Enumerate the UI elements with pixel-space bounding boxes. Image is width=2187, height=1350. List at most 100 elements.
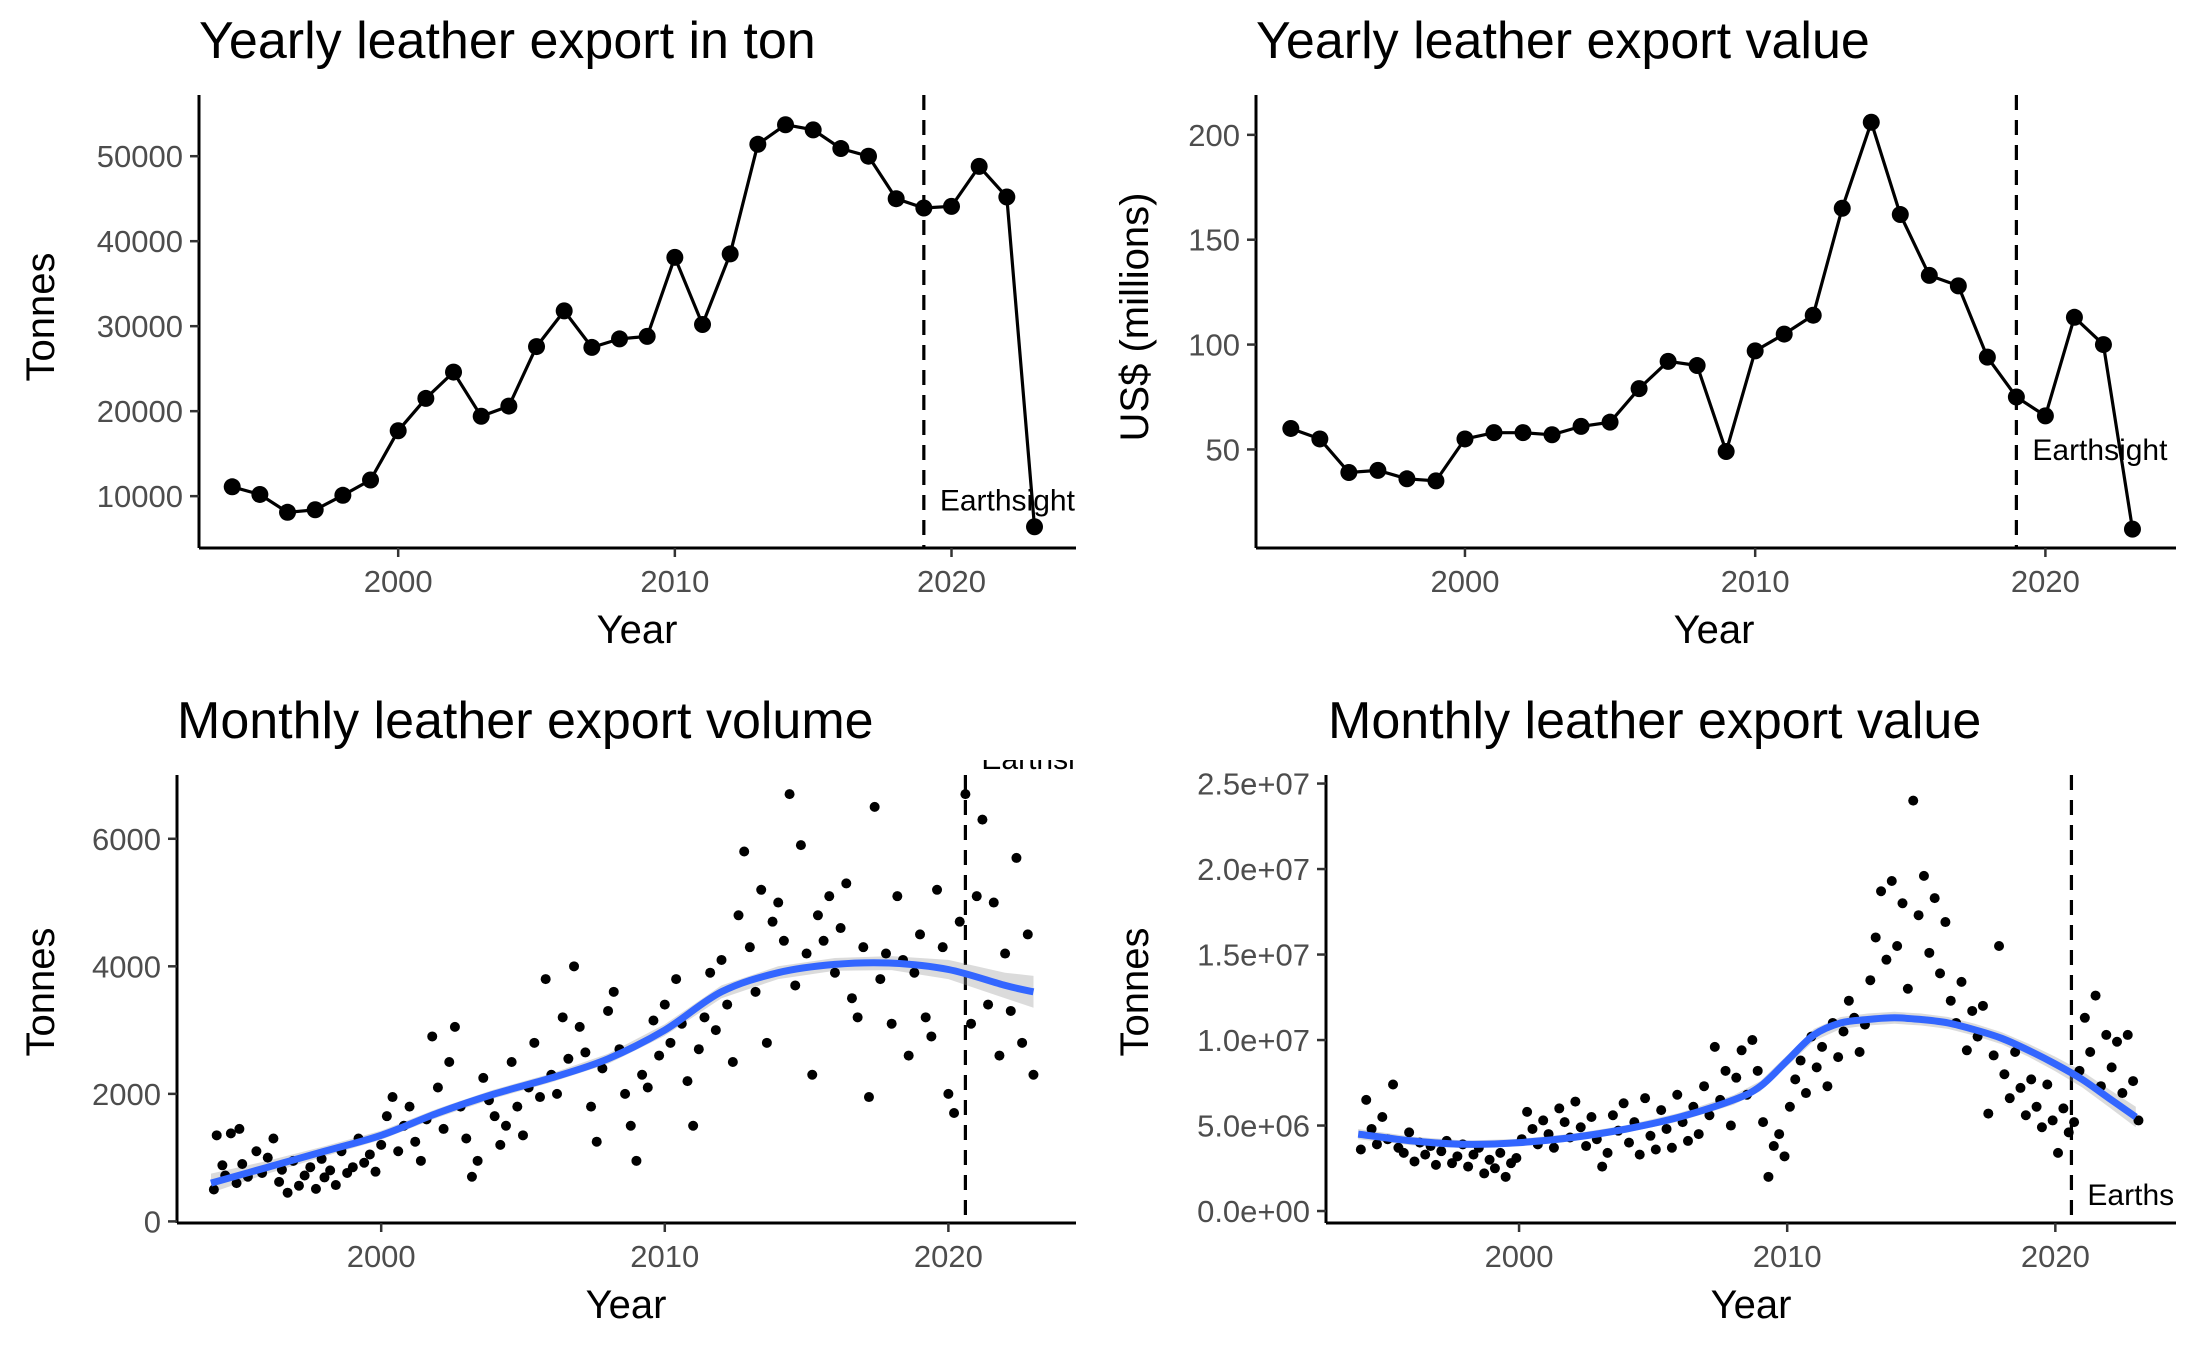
earthsight-label: Earthsight [2087, 1179, 2187, 1212]
data-point [880, 948, 891, 959]
data-point [251, 485, 269, 503]
data-point [710, 1025, 721, 1036]
x-tick-label: 2010 [640, 564, 709, 599]
data-point [580, 1047, 591, 1058]
data-point [1902, 983, 1913, 994]
confidence-band [1358, 1011, 2136, 1149]
y-tick-label: 20000 [97, 394, 183, 429]
data-point [404, 1101, 415, 1112]
data-point [1704, 1110, 1715, 1121]
data-point [721, 245, 739, 263]
series-line [1290, 117, 2135, 530]
x-tick-label: 2020 [914, 1239, 983, 1274]
x-tick-label: 2010 [1721, 564, 1790, 599]
data-point [1843, 995, 1854, 1006]
confidence-band [211, 956, 1034, 1193]
data-point [860, 147, 878, 165]
data-point [1581, 1141, 1592, 1152]
y-tick-label: 150 [1188, 223, 1240, 258]
data-point [1804, 306, 1822, 324]
data-point [2065, 308, 2083, 326]
data-point [583, 338, 601, 356]
data-point [829, 967, 840, 978]
data-point [2063, 1127, 2074, 1138]
data-point [2031, 1101, 2042, 1112]
earthsight-label: Earthsight [981, 743, 1117, 776]
data-point [208, 1184, 219, 1195]
data-point [1500, 1171, 1511, 1182]
data-point [1623, 1137, 1634, 1148]
data-point [1485, 424, 1503, 442]
earthsight-label: Earthsight [940, 485, 1076, 518]
data-point [563, 1053, 574, 1064]
data-point [841, 878, 852, 889]
y-axis-label: US$ (millions) [1113, 193, 1157, 442]
plot-area: Earthsight [223, 95, 1076, 548]
data-point [832, 140, 850, 158]
x-tick-label: 2020 [2011, 564, 2080, 599]
data-point [262, 1152, 273, 1163]
data-point [892, 891, 903, 902]
data-point [438, 1123, 449, 1134]
data-point [1463, 1161, 1474, 1172]
data-point [1940, 917, 1951, 928]
panel-yearly-value: Yearly leather export value US$ (million… [1113, 12, 2176, 652]
data-point [642, 1082, 653, 1093]
data-point [410, 1136, 421, 1147]
data-point [773, 897, 784, 908]
data-point [727, 1056, 738, 1067]
data-point [1570, 1096, 1581, 1107]
data-point [1427, 472, 1445, 490]
data-point [1929, 893, 1940, 904]
data-point [1017, 1037, 1028, 1048]
data-point [716, 954, 727, 965]
data-point [1822, 1081, 1833, 1092]
data-point [1371, 1139, 1382, 1150]
data-point [1892, 940, 1903, 951]
data-point [211, 1130, 222, 1141]
data-point [818, 935, 829, 946]
data-point [1736, 1045, 1747, 1056]
data-point [1746, 342, 1764, 360]
plot-area: Earthsight [1282, 95, 2168, 548]
data-point [574, 1021, 585, 1032]
y-tick-label: 5.0e+06 [1197, 1109, 1310, 1144]
data-point [1886, 876, 1897, 887]
data-point [2047, 1115, 2058, 1126]
x-axis-label: Year [597, 608, 678, 652]
data-point [722, 999, 733, 1010]
data-point [1935, 968, 1946, 979]
y-tick-label: 200 [1188, 118, 1240, 153]
data-point [381, 1111, 392, 1122]
data-point [654, 1050, 665, 1061]
data-point [1763, 1171, 1774, 1182]
y-tick-label: 1.0e+07 [1197, 1023, 1310, 1058]
data-point [2122, 1029, 2133, 1040]
data-point [432, 1082, 443, 1093]
data-point [1795, 1055, 1806, 1066]
data-point [903, 1050, 914, 1061]
x-tick-label: 2000 [364, 564, 433, 599]
data-point [1022, 929, 1033, 940]
data-point [998, 188, 1016, 206]
data-point [528, 338, 546, 356]
data-point [1817, 1041, 1828, 1052]
y-tick-label: 0.0e+00 [1197, 1194, 1310, 1229]
x-tick-label: 2000 [1430, 564, 1499, 599]
data-point [1409, 1156, 1420, 1167]
data-point [2026, 1074, 2037, 1085]
panel-yearly-tonnes: Yearly leather export in ton Tonnes Year… [19, 12, 1076, 652]
data-point [1311, 430, 1329, 448]
data-point [631, 1155, 642, 1166]
data-point [427, 1031, 438, 1042]
x-axis-label: Year [1674, 608, 1755, 652]
data-point [756, 884, 767, 895]
data-point [858, 942, 869, 953]
data-point [608, 986, 619, 997]
data-point [966, 1018, 977, 1029]
data-point [1489, 1163, 1500, 1174]
data-point [1891, 206, 1909, 224]
data-point [943, 1088, 954, 1099]
y-axis-label: Tonnes [1113, 928, 1157, 1057]
x-tick-label: 2000 [1485, 1239, 1554, 1274]
